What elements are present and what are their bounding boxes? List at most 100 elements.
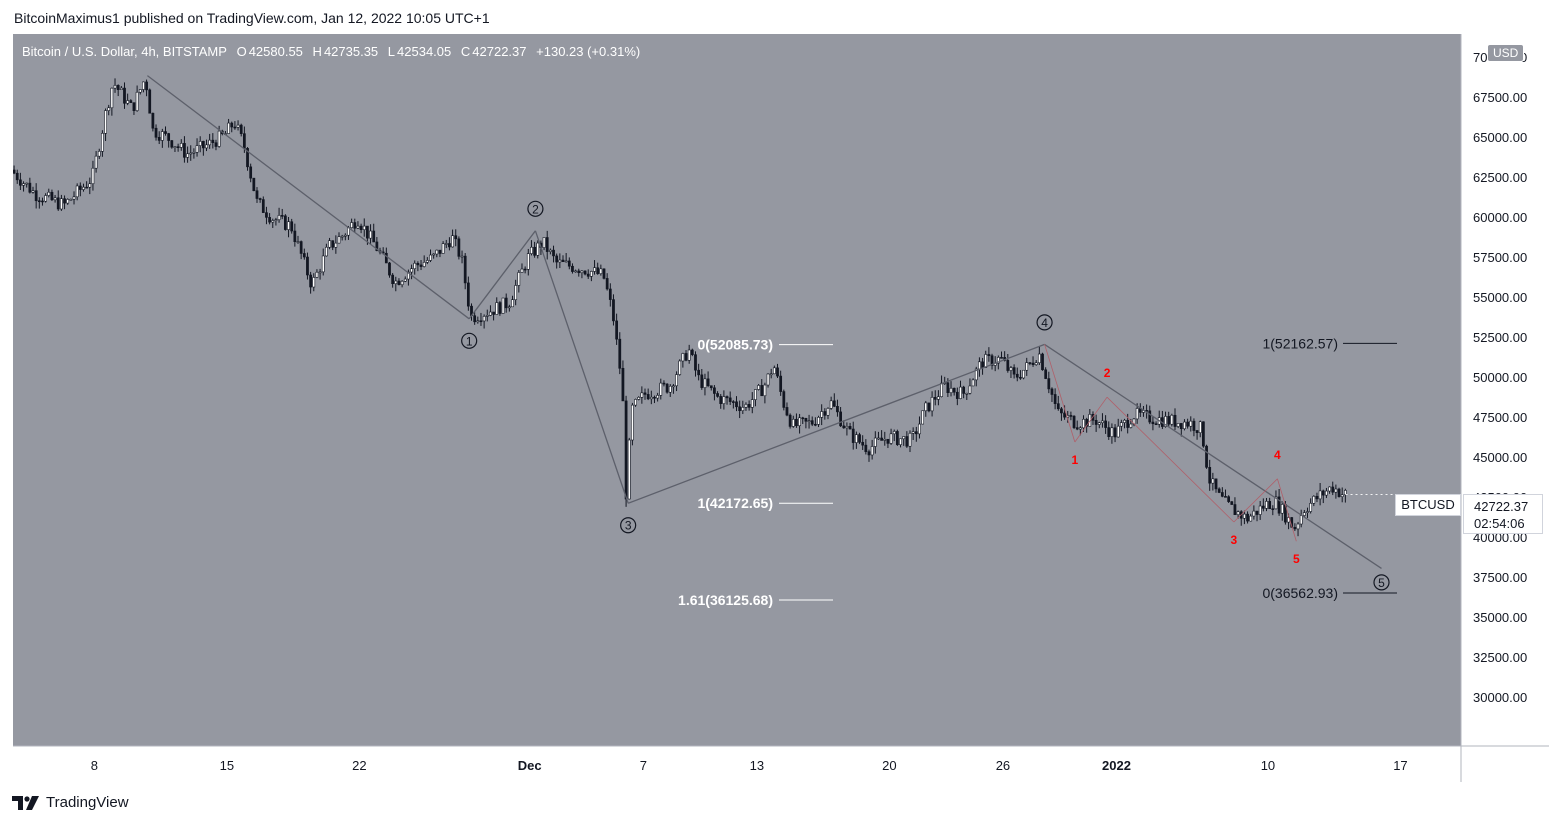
candle-body xyxy=(1258,505,1262,515)
candle-body xyxy=(1265,501,1268,509)
subwave-line xyxy=(1277,478,1297,542)
candle-body xyxy=(1280,504,1284,514)
candle-body xyxy=(492,311,495,315)
candle-body xyxy=(432,253,436,256)
time-tick-label: 8 xyxy=(91,758,98,773)
candle-body xyxy=(813,423,817,426)
candle-body xyxy=(252,177,256,192)
candle-body xyxy=(123,87,126,104)
candle-body xyxy=(820,411,824,418)
candle-body xyxy=(1075,427,1079,430)
candle-body xyxy=(807,420,811,422)
candle-body xyxy=(1148,410,1152,423)
subwave-line xyxy=(1044,344,1076,443)
candle-body xyxy=(558,259,562,263)
candle-body xyxy=(164,131,167,134)
candle-body xyxy=(653,396,656,399)
candle-body xyxy=(1261,505,1265,509)
candle-body xyxy=(798,417,801,427)
candle-body xyxy=(1252,510,1256,517)
candle-body xyxy=(1019,376,1022,379)
candle-body xyxy=(564,260,568,263)
candle-body xyxy=(173,146,177,148)
candle-body xyxy=(1302,512,1306,516)
candle-body xyxy=(85,186,89,189)
candle-body xyxy=(1154,423,1158,426)
candle-body xyxy=(369,230,372,239)
candle-body xyxy=(1246,513,1249,522)
candle-body xyxy=(1309,502,1313,512)
legend-l-value: 42534.05 xyxy=(397,44,452,59)
candle-body xyxy=(955,391,959,399)
candle-body xyxy=(350,222,354,228)
price-chart[interactable]: 30000.0032500.0035000.0037500.0040000.00… xyxy=(13,34,1549,782)
candle-body xyxy=(340,235,344,238)
candle-body xyxy=(34,190,38,202)
candle-body xyxy=(959,386,962,399)
candle-body xyxy=(548,249,552,252)
candle-body xyxy=(1022,369,1025,379)
candle-body xyxy=(242,133,246,149)
candle-body xyxy=(56,197,60,210)
candle-body xyxy=(1334,488,1338,493)
candle-body xyxy=(741,407,745,411)
price-tick-label: 67500.00 xyxy=(1473,90,1527,105)
candle-body xyxy=(277,215,281,221)
time-axis-panel xyxy=(13,746,1549,782)
candle-body xyxy=(50,191,54,201)
candle-body xyxy=(198,141,202,146)
candle-body xyxy=(312,277,316,288)
candle-body xyxy=(489,311,492,316)
candle-body xyxy=(1318,490,1322,500)
candle-body xyxy=(485,315,489,317)
candle-body xyxy=(1195,430,1199,434)
candle-body xyxy=(306,256,309,276)
candle-body xyxy=(422,262,426,267)
brand[interactable]: TradingView xyxy=(12,794,129,811)
candle-body xyxy=(731,401,735,403)
candle-body xyxy=(186,153,189,158)
time-tick-label: 17 xyxy=(1393,758,1407,773)
candle-body xyxy=(1179,423,1183,430)
candle-body xyxy=(738,406,742,411)
candle-body xyxy=(1041,353,1044,371)
subwave-line xyxy=(1106,396,1235,523)
currency-badge[interactable]: USD xyxy=(1487,44,1525,62)
candle-body xyxy=(334,242,338,248)
candle-body xyxy=(154,127,158,138)
candle-body xyxy=(1202,421,1205,447)
legend-c-value: 42722.37 xyxy=(472,44,527,59)
candle-body xyxy=(1015,373,1019,378)
candle-body xyxy=(1277,496,1281,514)
candle-body xyxy=(309,274,312,288)
legend-symbol: Bitcoin / U.S. Dollar, 4h, BITSTAMP xyxy=(22,44,227,59)
legend-o-label: O xyxy=(236,44,247,59)
candle-body xyxy=(974,368,978,381)
candle-body xyxy=(905,436,909,447)
candle-body xyxy=(788,414,792,427)
candle-body xyxy=(656,395,660,399)
time-tick-label: 2022 xyxy=(1102,758,1131,773)
candle-body xyxy=(776,367,779,377)
candle-body xyxy=(13,169,16,174)
candle-body xyxy=(1094,420,1098,425)
candle-body xyxy=(1343,490,1347,496)
candle-body xyxy=(176,146,180,148)
candle-body xyxy=(713,387,716,394)
candle-body xyxy=(413,262,417,270)
candle-body xyxy=(457,238,461,257)
candle-body xyxy=(1233,504,1237,515)
wave-label: 3 xyxy=(625,519,632,533)
candle-body xyxy=(397,280,401,286)
candle-body xyxy=(1069,415,1073,417)
subwave-label: 5 xyxy=(1293,552,1300,566)
candle-body xyxy=(940,382,943,397)
candle-body xyxy=(1126,419,1130,428)
price-axis-panel xyxy=(1461,34,1549,746)
wave-label-circle xyxy=(527,200,544,217)
candle-body xyxy=(435,249,439,255)
candle-body xyxy=(394,280,398,284)
candle-body xyxy=(965,392,969,395)
candle-body xyxy=(968,385,972,394)
wave-line xyxy=(627,343,1045,504)
